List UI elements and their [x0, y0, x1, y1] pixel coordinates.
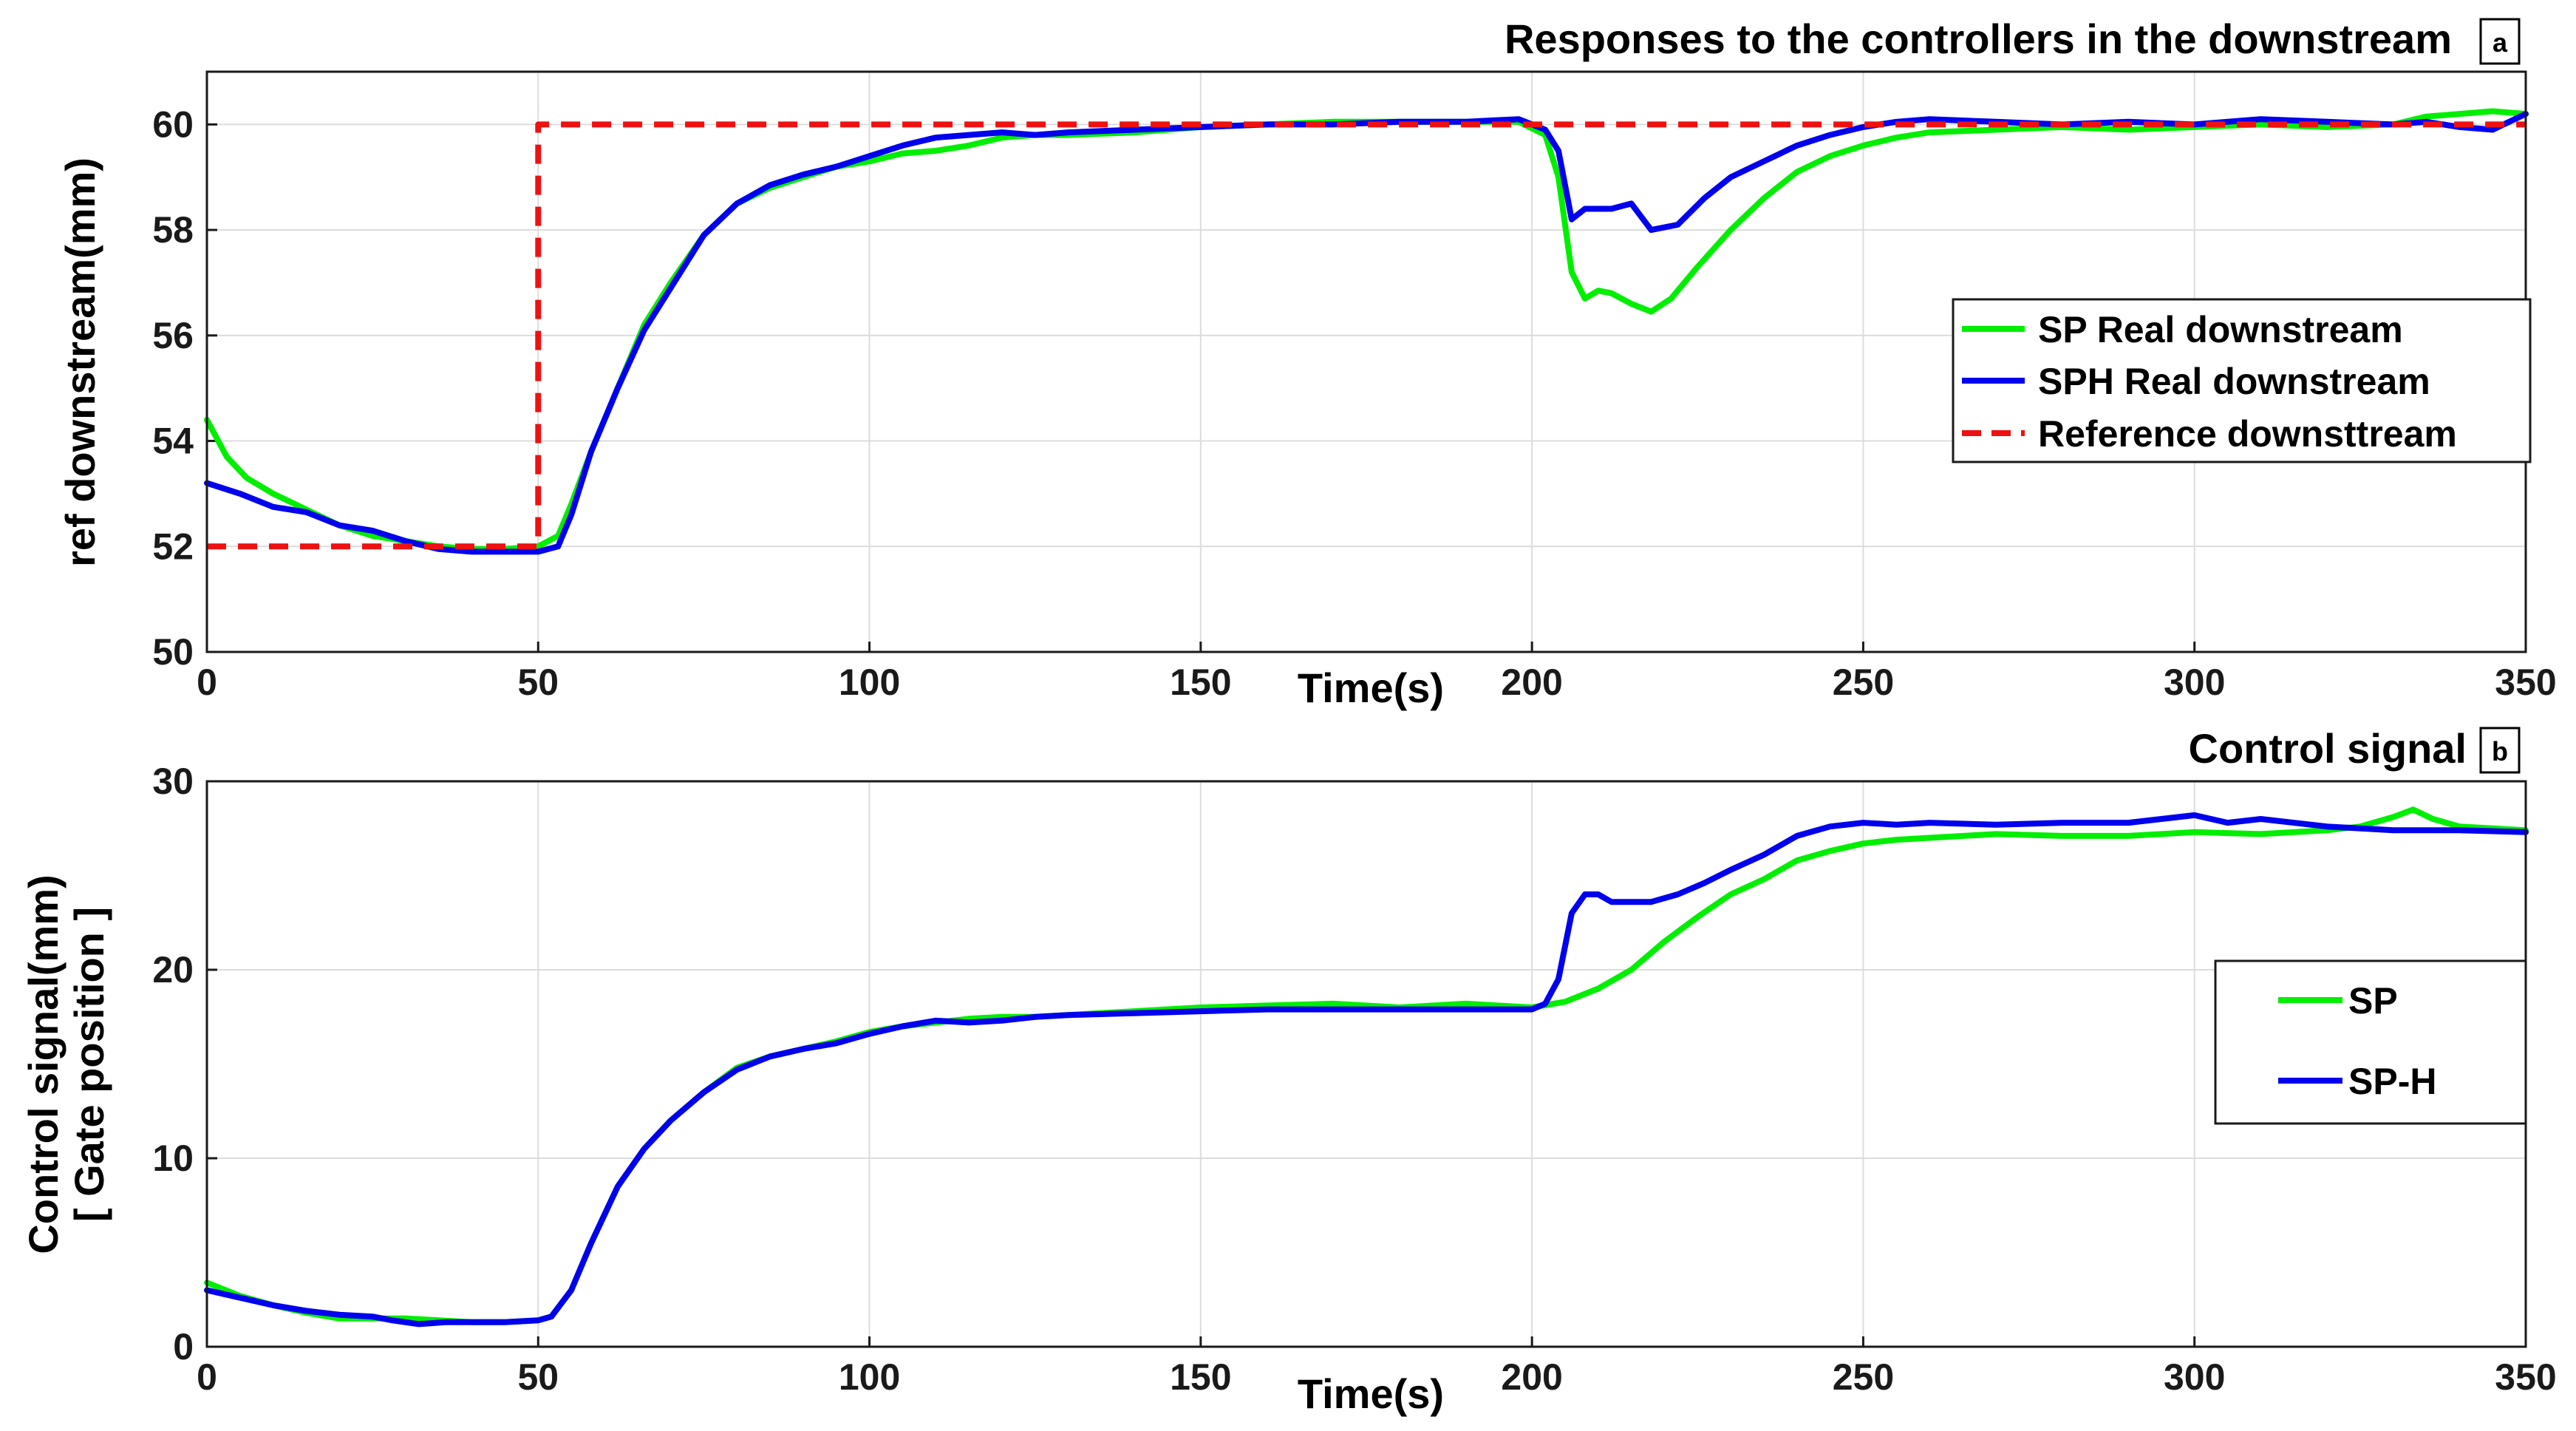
x-tick-label: 150: [1170, 1356, 1231, 1398]
y-tick-label: 58: [152, 209, 194, 251]
panel-b-badge: b: [2492, 736, 2508, 767]
y-tick-label: 60: [152, 103, 194, 145]
series-line-a-2: [207, 121, 2526, 550]
panel-b-xlabel: Time(s): [1298, 1370, 1444, 1417]
series-line-b-1: [204, 812, 2529, 1328]
legend-label-sp-h: SP-H: [2348, 1061, 2436, 1102]
x-tick-label: 0: [197, 1356, 217, 1398]
series-line-a-1: [204, 111, 2529, 555]
legend-label-reference: Reference downsttream: [2038, 413, 2457, 455]
legend-label-sp: SP: [2348, 980, 2398, 1022]
panel-a-series: [204, 108, 2529, 555]
panel-b-legend-box: [2214, 959, 2527, 1125]
y-tick-label: 10: [152, 1138, 194, 1179]
panel-a-title: Responses to the controllers in the down…: [1505, 16, 2452, 62]
panel-a-badge: a: [2492, 27, 2508, 58]
panel-b: Control signal b 0 50 100 150 200 250 300 350 0 1…: [20, 725, 2557, 1417]
panel-b-grid: [206, 781, 2526, 1347]
x-tick-label: 250: [1833, 1356, 1894, 1398]
legend-label-sph-real: SPH Real downstream: [2038, 361, 2430, 402]
x-tick-label: 0: [197, 662, 217, 703]
series-line-b-0: [204, 806, 2529, 1325]
y-tick-label: 20: [152, 949, 194, 990]
y-tick-label: 56: [152, 315, 194, 356]
x-tick-label: 50: [517, 662, 559, 703]
panel-a: Responses to the controllers in the down…: [57, 16, 2557, 711]
panel-b-ticks: 0 50 100 150 200 250 300 350 0 10 20 30: [152, 761, 2556, 1398]
x-tick-label: 200: [1501, 1356, 1562, 1398]
panel-b-title: Control signal: [2189, 725, 2467, 772]
panel-b-badge-box: [2479, 727, 2521, 774]
y-tick-label: 52: [152, 526, 194, 567]
x-tick-label: 250: [1833, 662, 1894, 703]
x-tick-label: 200: [1501, 662, 1562, 703]
panel-a-legend-box: [1952, 298, 2532, 463]
panel-a-badge-box: [2479, 18, 2521, 65]
x-tick-label: 300: [2164, 662, 2225, 703]
x-tick-label: 100: [839, 1356, 900, 1398]
x-tick-label: 50: [517, 1356, 559, 1398]
panel-a-xlabel: Time(s): [1298, 664, 1444, 711]
y-tick-label: 50: [152, 631, 194, 673]
panel-b-ylabel-2: [ Gate position ]: [66, 907, 112, 1222]
panel-a-legend: SP Real downstream SPH Real downstream R…: [1952, 298, 2532, 463]
x-tick-label: 100: [839, 662, 900, 703]
x-tick-label: 150: [1170, 662, 1231, 703]
panel-b-ylabel: Control signal(mm): [20, 874, 67, 1254]
legend-label-sp-real: SP Real downstream: [2038, 309, 2403, 350]
panel-b-legend: SP SP-H: [2214, 959, 2527, 1125]
panel-b-frame: [205, 780, 2527, 1348]
y-tick-label: 30: [152, 761, 194, 802]
x-tick-label: 300: [2164, 1356, 2225, 1398]
y-tick-label: 54: [152, 421, 194, 462]
panel-a-ylabel: ref downstream(mm): [57, 157, 103, 567]
x-tick-label: 350: [2495, 1356, 2556, 1398]
x-tick-label: 350: [2495, 662, 2556, 703]
y-tick-label: 0: [173, 1326, 194, 1367]
panel-b-series: [204, 806, 2529, 1328]
